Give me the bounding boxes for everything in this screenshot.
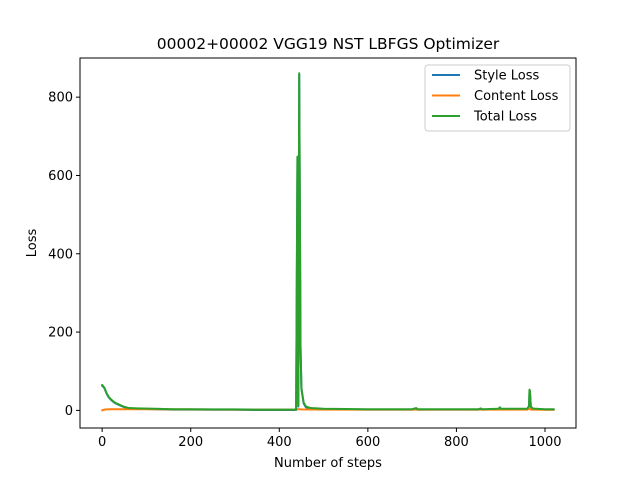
x-tick-label: 400 bbox=[267, 435, 292, 450]
series-line-total-loss bbox=[101, 72, 555, 411]
y-tick-label: 200 bbox=[48, 326, 73, 341]
x-axis-label: Number of steps bbox=[274, 456, 382, 471]
x-tick-label: 0 bbox=[98, 435, 106, 450]
legend: Style Loss Content Loss Total Loss bbox=[424, 64, 571, 132]
legend-items: Style Loss Content Loss Total Loss bbox=[432, 69, 559, 125]
y-axis-ticks: 0 200 400 600 800 bbox=[48, 91, 80, 419]
series-layer bbox=[101, 72, 555, 412]
legend-label: Content Loss bbox=[474, 89, 559, 104]
plot-area bbox=[79, 57, 577, 429]
legend-box bbox=[424, 64, 571, 132]
y-axis-label: Loss bbox=[25, 229, 40, 258]
y-tick-label: 800 bbox=[48, 91, 73, 106]
chart-title: 00002+00002 VGG19 NST LBFGS Optimizer bbox=[157, 35, 500, 53]
x-tick-label: 200 bbox=[178, 435, 203, 450]
y-tick-label: 0 bbox=[65, 404, 73, 419]
y-tick-label: 600 bbox=[48, 169, 73, 184]
axes-frame bbox=[79, 57, 577, 429]
x-tick-label: 800 bbox=[444, 435, 469, 450]
legend-label: Total Loss bbox=[473, 110, 537, 125]
x-axis-ticks: 0 200 400 600 800 1000 bbox=[98, 428, 562, 450]
x-tick-label: 1000 bbox=[528, 435, 561, 450]
y-tick-label: 400 bbox=[48, 247, 73, 262]
legend-label: Style Loss bbox=[474, 69, 540, 84]
x-tick-label: 600 bbox=[355, 435, 380, 450]
